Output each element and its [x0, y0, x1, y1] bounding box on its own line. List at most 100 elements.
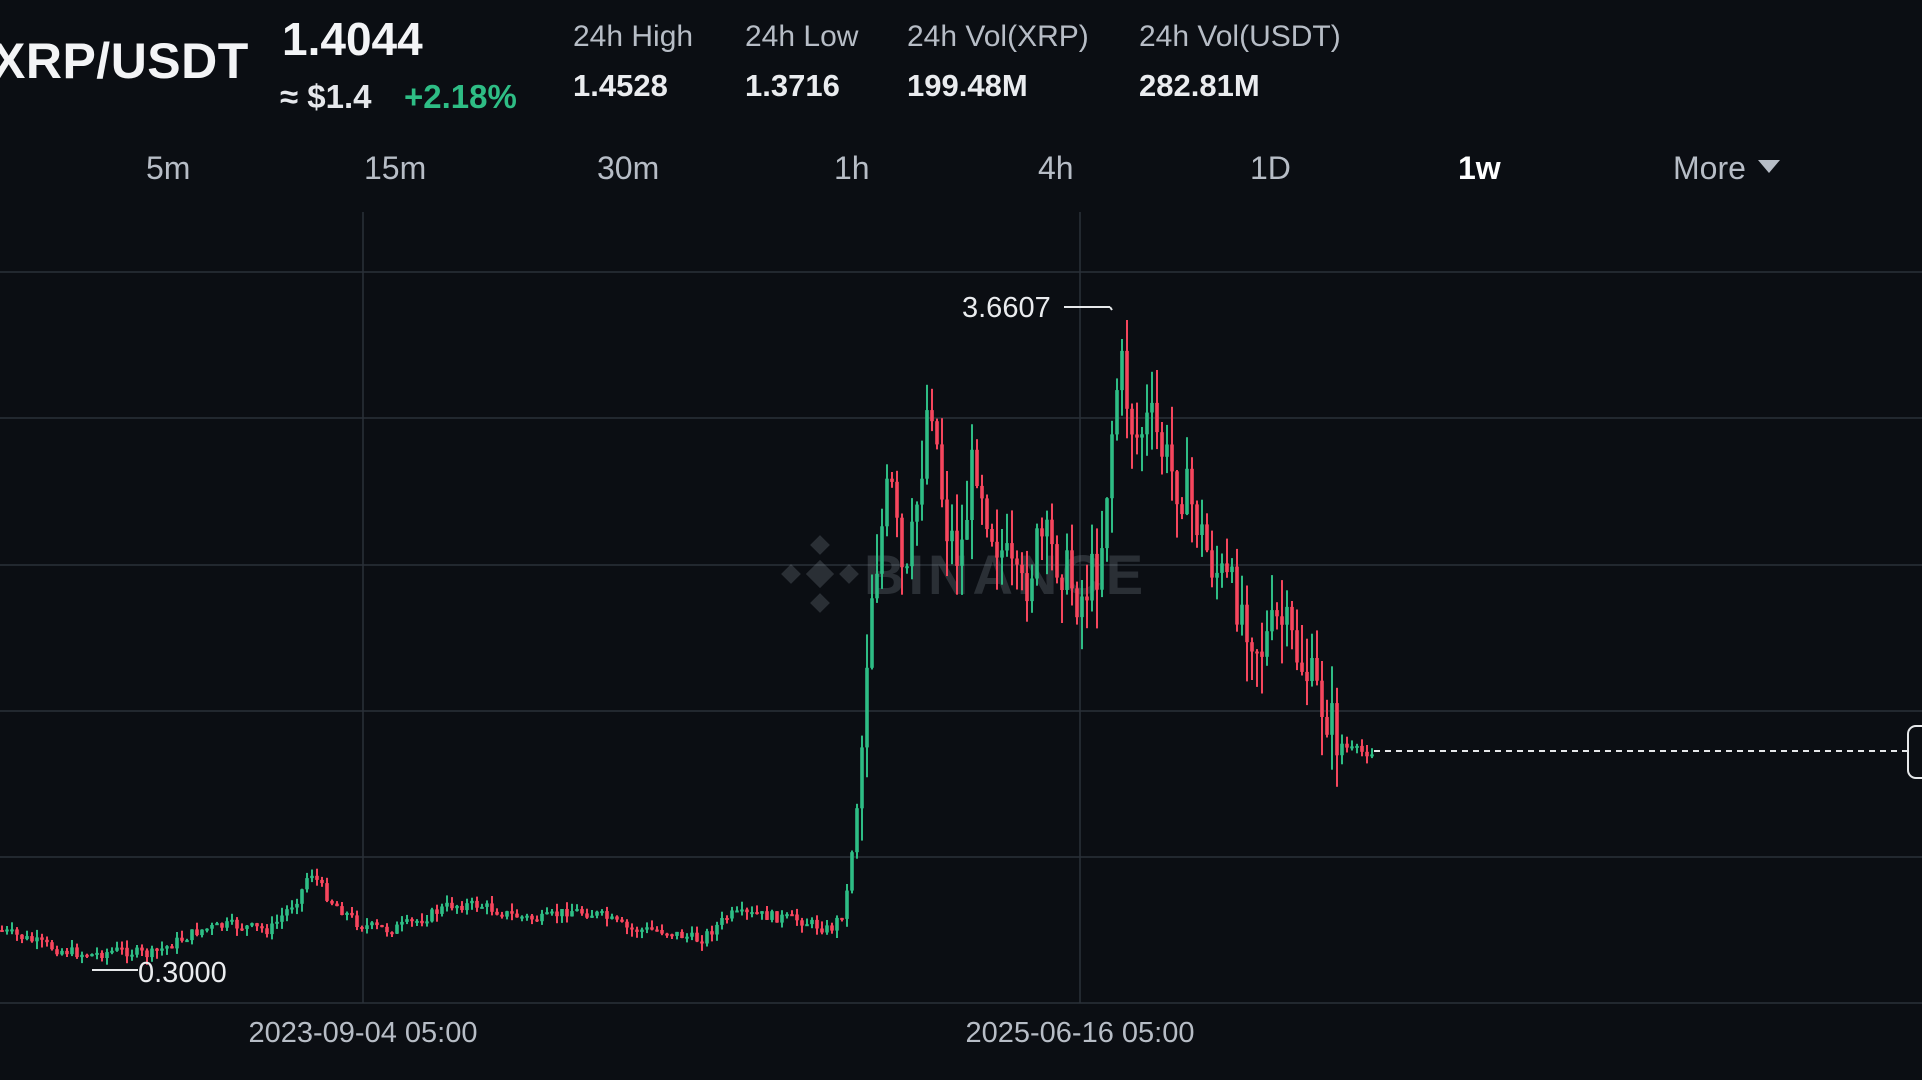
watermark-text: BINANCE: [864, 543, 1147, 606]
candle-body: [260, 926, 264, 929]
candle-body: [885, 478, 889, 527]
candle-body: [735, 910, 739, 913]
candle-body: [1305, 671, 1309, 682]
candle-body: [445, 902, 449, 907]
candle-body: [145, 950, 149, 958]
candle-body: [1355, 745, 1359, 748]
candle-body: [1085, 596, 1089, 601]
candle-body: [1220, 563, 1224, 573]
candle-body: [130, 954, 134, 957]
candle-body: [770, 911, 774, 920]
tab-15m[interactable]: 15m: [364, 150, 427, 186]
candle-body: [10, 929, 14, 932]
price-axis-tag[interactable]: [1907, 725, 1922, 779]
candle-body: [235, 919, 239, 929]
candle-body: [600, 911, 604, 914]
candle-body: [315, 875, 319, 880]
candle-body: [165, 946, 169, 949]
candle-body: [950, 530, 954, 542]
candle-body: [685, 936, 689, 939]
candle-body: [75, 947, 79, 958]
last-price: 1.4044: [282, 13, 423, 65]
candle-body: [115, 947, 119, 951]
candle-body: [710, 931, 714, 935]
candle-body: [590, 915, 594, 918]
candle-body: [135, 947, 139, 955]
tab-4h[interactable]: 4h: [1038, 150, 1074, 186]
candle-body: [390, 932, 394, 935]
candle-body: [45, 939, 49, 943]
candle-body: [870, 598, 874, 668]
candle-body: [220, 923, 224, 928]
binance-logo-icon: [781, 535, 859, 613]
candle-body: [400, 921, 404, 925]
candle-body: [940, 444, 944, 500]
tab-1d[interactable]: 1D: [1250, 150, 1291, 186]
candle-body: [1170, 444, 1174, 472]
candle-body: [1155, 402, 1159, 433]
candle-body: [855, 808, 859, 853]
candle-body: [1230, 566, 1234, 573]
candle-body: [1020, 564, 1024, 574]
candle-body: [765, 911, 769, 920]
x-axis-labels: 2023-09-04 05:00 2025-06-16 05:00: [249, 1017, 1195, 1049]
candle-body: [350, 912, 354, 916]
candle-body: [1100, 548, 1104, 590]
candle-body: [875, 573, 879, 599]
candle-body: [405, 919, 409, 922]
candle-body: [185, 940, 189, 943]
trading-pair-title[interactable]: XRP/USDT: [0, 33, 249, 89]
tab-30m[interactable]: 30m: [597, 150, 660, 186]
candle-body: [15, 929, 19, 935]
candle-body: [1160, 432, 1164, 457]
candle-body: [680, 931, 684, 938]
candle-body: [1335, 703, 1339, 756]
candle-body: [1310, 658, 1314, 681]
candle-body: [450, 902, 454, 909]
tab-1w[interactable]: 1w: [1458, 150, 1501, 186]
candle-body: [820, 928, 824, 933]
candle-body: [1040, 528, 1044, 537]
candle-body: [725, 918, 729, 920]
candle-body: [895, 481, 899, 518]
candle-body: [95, 952, 99, 955]
candle-body: [790, 914, 794, 917]
approx-usd-price: ≈ $1.4: [280, 78, 372, 115]
candle-body: [805, 924, 809, 927]
candle-body: [285, 909, 289, 916]
candle-body: [180, 937, 184, 941]
price-change-percent: +2.18%: [404, 78, 517, 115]
candle-body: [40, 937, 44, 940]
more-intervals-dropdown[interactable]: More: [1673, 150, 1780, 187]
candle-body: [1325, 717, 1329, 735]
candle-body: [1000, 550, 1004, 558]
candle-body: [905, 566, 909, 569]
candle-body: [785, 914, 789, 917]
candle-body: [880, 526, 884, 574]
candle-body: [920, 478, 924, 505]
candle-body: [850, 852, 854, 891]
candle-body: [1035, 528, 1039, 579]
candle-body: [250, 923, 254, 926]
stat-value: 199.48M: [907, 68, 1028, 103]
candle-body: [620, 919, 624, 922]
candle-body: [1205, 524, 1209, 551]
candle-body: [480, 906, 484, 909]
tab-5m[interactable]: 5m: [146, 150, 191, 186]
candle-body: [690, 932, 694, 937]
candle-body: [5, 929, 9, 932]
candle-body: [275, 921, 279, 924]
candle-body: [1120, 350, 1124, 391]
candle-body: [430, 909, 434, 922]
stat-24h-low: 24h Low 1.3716: [745, 20, 858, 104]
candle-body: [505, 911, 509, 917]
candle-body: [460, 905, 464, 910]
candle-body: [1180, 504, 1184, 515]
candle-body: [305, 878, 309, 890]
candle-body: [965, 520, 969, 540]
candle-body: [835, 917, 839, 931]
candle-body: [160, 948, 164, 951]
tab-1h[interactable]: 1h: [834, 150, 870, 186]
candle-body: [1025, 573, 1029, 602]
